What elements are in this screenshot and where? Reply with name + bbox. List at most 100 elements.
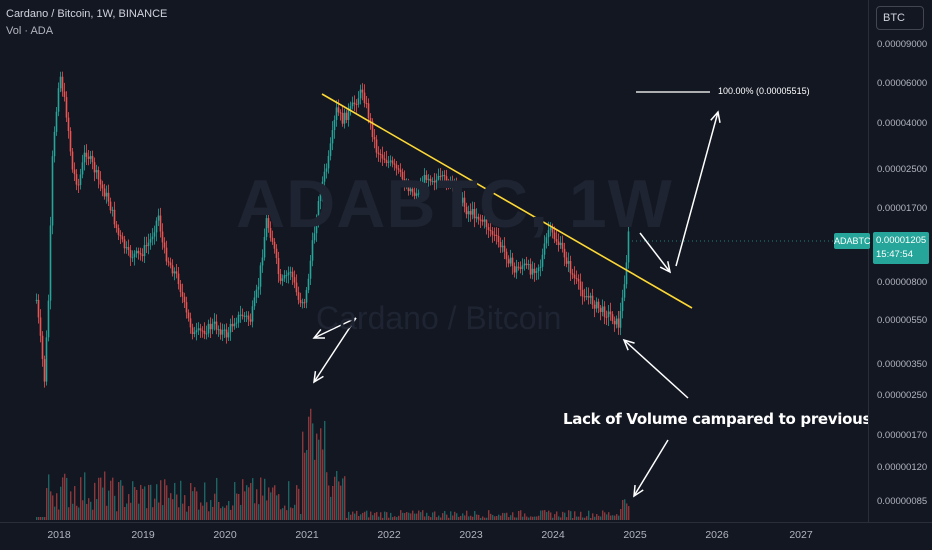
volume-bar <box>382 517 384 520</box>
candle-body <box>269 227 272 238</box>
candle-body <box>587 296 590 298</box>
watermark-name: Cardano / Bitcoin <box>316 300 562 336</box>
candle-body <box>589 295 592 298</box>
volume-bar <box>268 487 270 520</box>
candle-body <box>515 266 518 273</box>
candle-body <box>429 178 432 182</box>
candle-body <box>139 253 142 255</box>
volume-bar <box>524 513 526 520</box>
candle-body <box>195 330 198 333</box>
candle-body <box>197 328 200 331</box>
volume-bar <box>56 493 58 520</box>
candle-body <box>253 297 256 307</box>
volume-bar <box>214 493 216 520</box>
volume-bar <box>74 486 76 520</box>
volume-bar <box>514 517 516 520</box>
candle-body <box>599 308 602 312</box>
volume-bar <box>44 517 46 520</box>
symbol-title[interactable]: Cardano / Bitcoin, 1W, BINANCE <box>6 8 168 20</box>
volume-bar <box>120 480 122 520</box>
arrow-up-target-head <box>710 110 721 123</box>
volume-bar <box>72 503 74 520</box>
candle-body <box>97 170 100 180</box>
candle-body <box>155 220 158 233</box>
price-label: 0.00000800 <box>877 277 928 288</box>
candle-body <box>579 281 582 290</box>
volume-bar <box>534 516 536 520</box>
candle-body <box>111 209 114 211</box>
volume-bar <box>468 516 470 520</box>
candle-body <box>361 89 364 93</box>
candle-body <box>627 231 630 263</box>
volume-bar <box>600 516 602 520</box>
candle-body <box>293 277 296 283</box>
candle-body <box>271 237 274 242</box>
volume-bar <box>164 479 166 520</box>
volume-bar <box>394 516 396 520</box>
candle-body <box>205 333 208 335</box>
time-label: 2026 <box>705 529 729 541</box>
candle-body <box>175 271 178 274</box>
candle-body <box>395 164 398 169</box>
volume-bar <box>80 477 82 520</box>
volume-bar <box>440 517 442 520</box>
candle-body <box>359 89 362 99</box>
volume-bar <box>412 510 414 520</box>
volume-bar <box>160 480 162 520</box>
time-axis[interactable]: 2018 2019 2020 2021 2022 2023 2024 2025 … <box>0 522 932 550</box>
volume-bar <box>520 510 522 520</box>
candle-body <box>555 239 558 242</box>
price-chart[interactable] <box>0 0 868 522</box>
volume-bar <box>572 517 574 520</box>
volume-bar <box>238 494 240 520</box>
volume-bar <box>178 507 180 520</box>
price-label: 0.00000120 <box>877 462 928 473</box>
currency-button[interactable]: BTC <box>876 6 924 30</box>
candle-body <box>481 219 484 222</box>
candle-body <box>67 117 70 132</box>
price-label: 0.00000250 <box>877 390 928 401</box>
volume-legend[interactable]: Vol · ADA <box>6 25 54 37</box>
trendline <box>321 93 693 309</box>
candle-body <box>605 316 608 318</box>
volume-bar <box>310 408 312 520</box>
volume-bar <box>370 511 372 520</box>
volume-bar <box>46 488 48 520</box>
chart-area[interactable]: ADABTC, 1W Cardano / Bitcoin Cardano / B… <box>0 0 868 522</box>
volume-bar <box>532 516 534 520</box>
candle-body <box>553 232 556 240</box>
volume-bar <box>330 496 332 520</box>
candle-body <box>61 76 64 92</box>
volume-bar <box>446 514 448 520</box>
volume-bar <box>406 512 408 520</box>
candle-body <box>563 248 566 258</box>
candle-body <box>235 322 238 324</box>
volume-bar <box>380 512 382 520</box>
volume-bar <box>270 492 272 520</box>
candle-body <box>499 242 502 248</box>
candle-body <box>209 323 212 330</box>
candle-body <box>441 175 444 177</box>
candle-body <box>347 109 350 120</box>
volume-bar <box>252 478 254 520</box>
volume-bar <box>146 508 148 520</box>
volume-bar <box>426 512 428 520</box>
volume-bar <box>86 503 88 520</box>
volume-bar <box>452 515 454 520</box>
volume-bar <box>350 514 352 520</box>
candle-body <box>37 299 40 318</box>
symbol-price-tag: ADABTC <box>834 233 871 249</box>
volume-bar <box>38 517 40 520</box>
volume-bar <box>438 515 440 520</box>
volume-bar <box>528 517 530 520</box>
candle-body <box>525 263 528 266</box>
volume-bar <box>202 505 204 520</box>
volume-bar <box>100 477 102 520</box>
volume-bar <box>428 515 430 520</box>
volume-bar <box>126 503 128 520</box>
candle-body <box>375 139 378 153</box>
candle-body <box>43 359 46 382</box>
volume-bar <box>176 494 178 520</box>
watermark-symbol: ADABTC, 1W <box>236 166 673 242</box>
candle-body <box>451 180 454 185</box>
